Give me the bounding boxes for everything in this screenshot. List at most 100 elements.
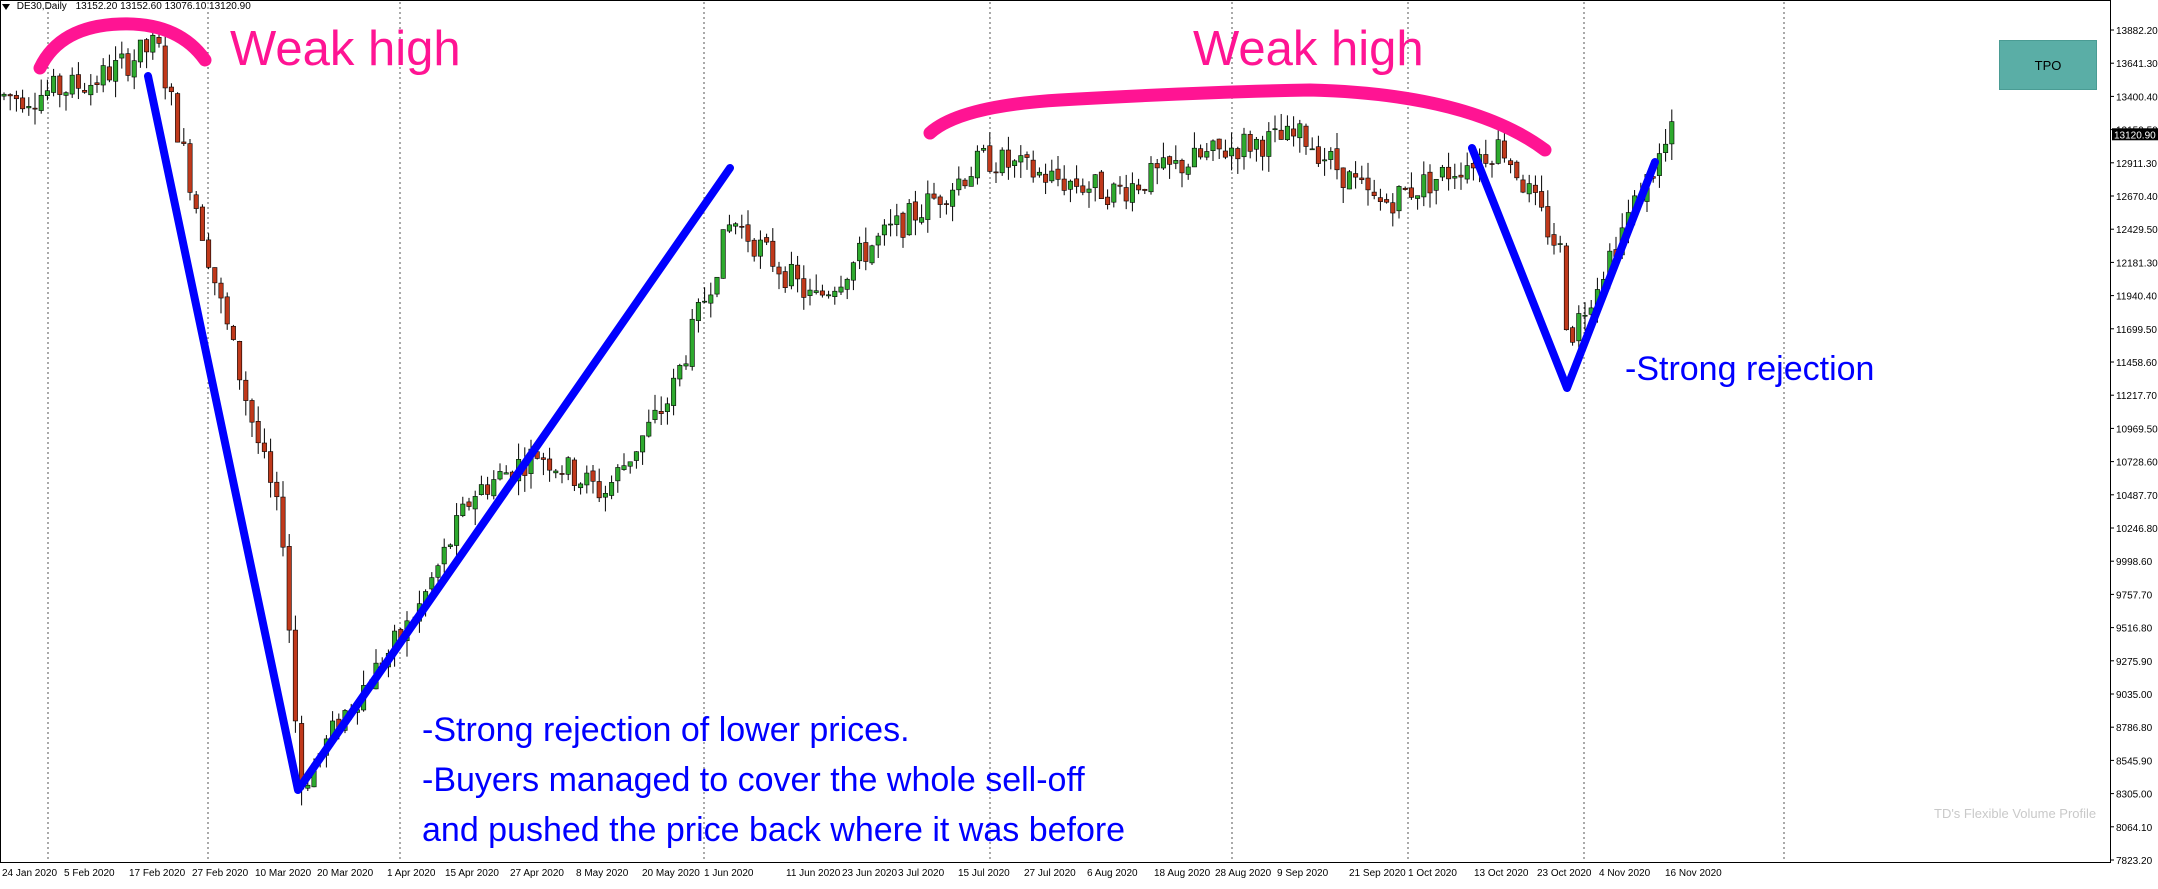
price-axis-label: 11940.40 xyxy=(2116,292,2157,303)
candle-body xyxy=(1099,172,1103,199)
candle-body xyxy=(436,566,440,578)
candle-body xyxy=(1298,124,1302,138)
candle-body xyxy=(882,225,886,235)
candle-body xyxy=(1583,315,1587,316)
candle-body xyxy=(1372,192,1376,196)
candle-body xyxy=(1335,149,1339,170)
price-axis-label: 8305.00 xyxy=(2116,790,2153,801)
candle-body xyxy=(572,460,576,486)
candle-body xyxy=(498,471,502,479)
candle-body xyxy=(994,172,998,173)
candle-body xyxy=(1502,141,1506,158)
candle-body xyxy=(1279,130,1283,139)
tpo-button[interactable]: TPO xyxy=(1999,40,2097,90)
candle-body xyxy=(1019,156,1023,162)
candle-body xyxy=(1211,141,1215,151)
candle-body xyxy=(1304,126,1308,146)
candle-body xyxy=(287,546,291,630)
candle-body xyxy=(932,194,936,198)
candle-body xyxy=(771,241,775,266)
candle-body xyxy=(802,279,806,298)
note-line-2: -Buyers managed to cover the whole sell-… xyxy=(422,761,1085,799)
candle-body xyxy=(1068,181,1072,189)
candle-body xyxy=(975,151,979,178)
candle-body xyxy=(1000,150,1004,173)
candle-body xyxy=(1291,129,1295,136)
weak-high-arc-left[interactable] xyxy=(40,24,205,68)
candle-body xyxy=(597,481,601,497)
price-axis-label: 10246.80 xyxy=(2116,524,2158,535)
candle-body xyxy=(1515,162,1519,178)
candle-body xyxy=(1186,167,1190,174)
price-axis-label: 9035.00 xyxy=(2116,690,2153,701)
candle-body xyxy=(1378,198,1382,202)
sell-off-trendline[interactable] xyxy=(148,76,730,790)
candle-body xyxy=(988,146,992,172)
drawings[interactable]: Weak high Weak high -Strong rejection -S… xyxy=(40,22,1874,849)
time-axis-label: 13 Oct 2020 xyxy=(1474,868,1529,879)
candle-body xyxy=(541,458,545,460)
candle-body xyxy=(696,302,700,320)
candle-body xyxy=(1546,206,1550,237)
candle-body xyxy=(554,471,558,473)
candle-body xyxy=(795,265,799,279)
candle-body xyxy=(1217,139,1221,149)
time-axis-label: 15 Jul 2020 xyxy=(958,868,1010,879)
candle-body xyxy=(1273,129,1277,130)
candle-body xyxy=(547,459,551,470)
candle-body xyxy=(454,515,458,545)
candle-body xyxy=(789,264,793,286)
candle-body xyxy=(1198,149,1202,157)
candle-body xyxy=(1384,199,1388,202)
price-axis-label: 13882.20 xyxy=(2116,26,2158,37)
candle-body xyxy=(275,482,279,497)
candle-body xyxy=(820,291,824,295)
candle-body xyxy=(876,236,880,245)
candle-body xyxy=(1533,185,1537,192)
weak-high-arc-right[interactable] xyxy=(930,90,1545,150)
time-axis-label: 27 Jul 2020 xyxy=(1024,868,1076,879)
candle-body xyxy=(857,243,861,261)
candle-body xyxy=(256,421,260,442)
candle-body xyxy=(1484,154,1488,163)
candle-body xyxy=(473,496,477,509)
candle-body xyxy=(225,297,229,324)
candle-body xyxy=(1192,148,1196,167)
candle-body xyxy=(907,203,911,234)
candle-body xyxy=(1670,122,1674,144)
time-axis-label: 18 Aug 2020 xyxy=(1154,868,1211,879)
candle-body xyxy=(206,240,210,268)
time-axis-label: 3 Jul 2020 xyxy=(898,868,945,879)
time-axis-label: 23 Oct 2020 xyxy=(1537,868,1592,879)
price-axis-label: 8064.10 xyxy=(2116,823,2153,834)
candle-body xyxy=(237,341,241,380)
price-axis-label: 11458.60 xyxy=(2116,358,2157,369)
candle-body xyxy=(1552,235,1556,246)
candle-body xyxy=(306,785,310,788)
time-axis-label: 15 Apr 2020 xyxy=(445,868,499,879)
chart-menu-triangle-icon[interactable] xyxy=(2,4,10,10)
candle-body xyxy=(1056,169,1060,179)
candle-body xyxy=(27,106,31,108)
symbol-label: DE30,Daily xyxy=(17,1,67,12)
candle-body xyxy=(64,93,68,96)
candle-body xyxy=(1223,151,1227,157)
candle-body xyxy=(485,485,489,495)
candle-body xyxy=(219,283,223,298)
weak-high-label-right: Weak high xyxy=(1193,22,1424,76)
candle-body xyxy=(175,94,179,143)
price-axis-label: 9516.80 xyxy=(2116,624,2153,635)
candle-body xyxy=(684,364,688,366)
candle-body xyxy=(671,378,675,405)
price-axis-label: 7823.20 xyxy=(2116,856,2153,867)
time-axis-label: 21 Sep 2020 xyxy=(1349,868,1406,879)
candle-body xyxy=(2,94,6,96)
candle-body xyxy=(1074,179,1078,187)
candle-body xyxy=(622,466,626,470)
candle-body xyxy=(926,194,930,220)
candle-body xyxy=(1539,191,1543,207)
candle-body xyxy=(200,207,204,241)
chart-header: DE30,Daily 13152.20 13152.60 13076.10 13… xyxy=(2,1,251,12)
